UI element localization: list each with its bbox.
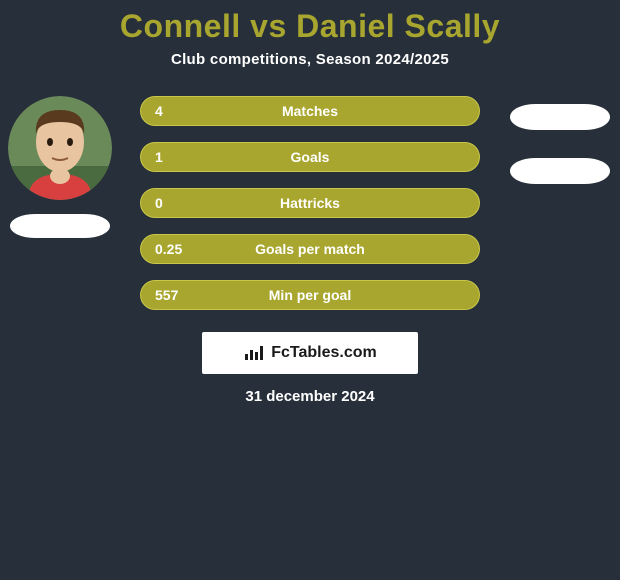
stat-label: Hattricks <box>141 195 479 211</box>
stat-bar-goals-per-match: 0.25 Goals per match <box>140 234 480 264</box>
bar-chart-icon <box>243 344 265 362</box>
stat-bar-goals: 1 Goals <box>140 142 480 172</box>
main-content: 4 Matches 1 Goals 0 Hattricks 0.25 Goals… <box>0 96 620 405</box>
stat-value: 0 <box>155 195 163 211</box>
stat-value: 4 <box>155 103 163 119</box>
logo-text: FcTables.com <box>271 344 377 362</box>
stat-label: Min per goal <box>141 287 479 303</box>
comparison-card: Connell vs Daniel Scally Club competitio… <box>0 0 620 580</box>
stat-label: Goals per match <box>141 241 479 257</box>
player-right-column <box>500 96 620 184</box>
stat-value: 0.25 <box>155 241 182 257</box>
player-left-name-pill <box>10 214 110 238</box>
stat-bars: 4 Matches 1 Goals 0 Hattricks 0.25 Goals… <box>140 96 480 310</box>
source-logo: FcTables.com <box>202 332 418 374</box>
player-right-placeholder-1 <box>510 104 610 130</box>
subtitle: Club competitions, Season 2024/2025 <box>0 51 620 68</box>
stat-bar-min-per-goal: 557 Min per goal <box>140 280 480 310</box>
stat-value: 557 <box>155 287 178 303</box>
avatar-photo-icon <box>8 96 112 200</box>
stat-bar-hattricks: 0 Hattricks <box>140 188 480 218</box>
date-text: 31 december 2024 <box>0 388 620 405</box>
stat-value: 1 <box>155 149 163 165</box>
stat-bar-matches: 4 Matches <box>140 96 480 126</box>
stat-label: Goals <box>141 149 479 165</box>
page-title: Connell vs Daniel Scally <box>0 0 620 45</box>
stat-label: Matches <box>141 103 479 119</box>
player-left-column <box>0 96 120 238</box>
player-left-avatar <box>8 96 112 200</box>
player-right-placeholder-2 <box>510 158 610 184</box>
